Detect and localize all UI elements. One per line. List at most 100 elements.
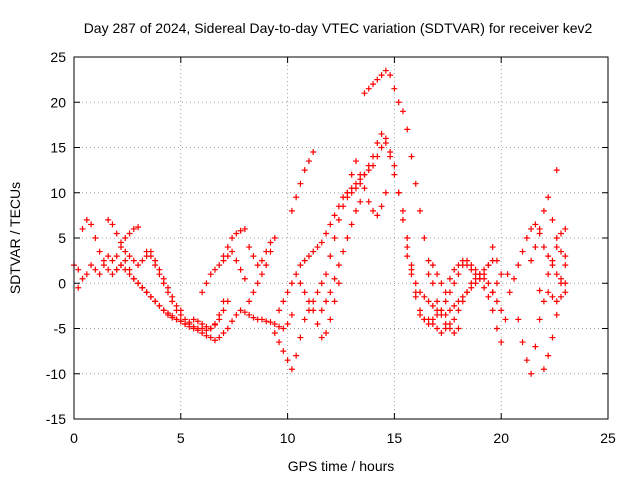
data-point xyxy=(493,257,500,264)
data-point xyxy=(451,266,458,273)
data-point xyxy=(220,253,227,260)
data-point xyxy=(549,293,556,300)
data-point xyxy=(327,221,334,228)
data-point xyxy=(378,72,385,79)
data-point xyxy=(293,271,300,278)
data-point xyxy=(207,334,214,341)
data-point xyxy=(536,287,543,294)
data-point xyxy=(130,275,137,282)
data-point xyxy=(348,221,355,228)
data-point xyxy=(335,262,342,269)
data-point xyxy=(532,221,539,228)
series-track-v xyxy=(545,225,569,278)
data-point xyxy=(224,244,231,251)
data-point xyxy=(434,325,441,332)
data-point xyxy=(147,253,154,260)
data-point xyxy=(280,298,287,305)
data-point xyxy=(425,271,432,278)
data-point xyxy=(442,298,449,305)
data-point xyxy=(203,332,210,339)
data-point xyxy=(164,289,171,296)
data-point xyxy=(532,244,539,251)
y-tick-label: -5 xyxy=(54,321,67,337)
data-point xyxy=(489,289,496,296)
data-point xyxy=(323,271,330,278)
x-tick-label: 25 xyxy=(600,430,616,446)
x-tick-label: 5 xyxy=(177,430,185,446)
data-point xyxy=(109,271,116,278)
data-point xyxy=(417,207,424,214)
series-track-k xyxy=(288,149,317,214)
data-point xyxy=(370,162,377,169)
data-point xyxy=(395,99,402,106)
data-point xyxy=(109,257,116,264)
data-point xyxy=(558,230,565,237)
data-point xyxy=(455,325,462,332)
data-point xyxy=(323,330,330,337)
data-point xyxy=(464,262,471,269)
data-point xyxy=(211,266,218,273)
data-point xyxy=(562,253,569,260)
data-point xyxy=(301,289,308,296)
data-point xyxy=(357,171,364,178)
data-point xyxy=(250,253,257,260)
data-point xyxy=(429,262,436,269)
data-point xyxy=(498,339,505,346)
data-point xyxy=(545,194,552,201)
data-point xyxy=(305,298,312,305)
data-point xyxy=(562,289,569,296)
data-point xyxy=(395,189,402,196)
data-point xyxy=(391,171,398,178)
data-point xyxy=(528,225,535,232)
data-point xyxy=(545,253,552,260)
data-point xyxy=(374,212,381,219)
data-point xyxy=(370,81,377,88)
data-point xyxy=(241,225,248,232)
data-point xyxy=(540,244,547,251)
data-point xyxy=(301,167,308,174)
data-point xyxy=(254,262,261,269)
x-tick-label: 10 xyxy=(280,430,296,446)
data-point xyxy=(276,339,283,346)
data-point xyxy=(126,253,133,260)
data-point xyxy=(267,239,274,246)
data-point xyxy=(446,275,453,282)
data-point xyxy=(417,289,424,296)
data-point xyxy=(493,298,500,305)
data-point xyxy=(391,162,398,169)
data-point xyxy=(318,239,325,246)
chart-title: Day 287 of 2024, Sidereal Day-to-day VTE… xyxy=(84,20,593,36)
data-point xyxy=(199,325,206,332)
data-point xyxy=(378,144,385,151)
data-point xyxy=(105,253,112,260)
data-point xyxy=(498,271,505,278)
data-point xyxy=(374,139,381,146)
data-point xyxy=(331,212,338,219)
data-point xyxy=(147,293,154,300)
series-track-m xyxy=(318,198,364,314)
data-point xyxy=(506,289,513,296)
y-tick-label: -10 xyxy=(46,366,66,382)
data-point xyxy=(173,307,180,314)
data-point xyxy=(455,307,462,314)
series-track-b xyxy=(83,216,231,332)
data-point xyxy=(442,311,449,318)
data-point xyxy=(404,253,411,260)
x-tick-label: 15 xyxy=(387,430,403,446)
data-point xyxy=(365,85,372,92)
data-point xyxy=(126,230,133,237)
series-track-c xyxy=(105,216,184,314)
series-track-i xyxy=(271,130,505,373)
data-point xyxy=(438,307,445,314)
data-point xyxy=(88,221,95,228)
data-point xyxy=(284,289,291,296)
data-point xyxy=(246,311,253,318)
data-point xyxy=(246,244,253,251)
data-point xyxy=(156,271,163,278)
data-point xyxy=(271,330,278,337)
data-point xyxy=(207,325,214,332)
data-point xyxy=(237,307,244,314)
data-point xyxy=(135,280,142,287)
data-point xyxy=(105,266,112,273)
data-point xyxy=(229,248,236,255)
